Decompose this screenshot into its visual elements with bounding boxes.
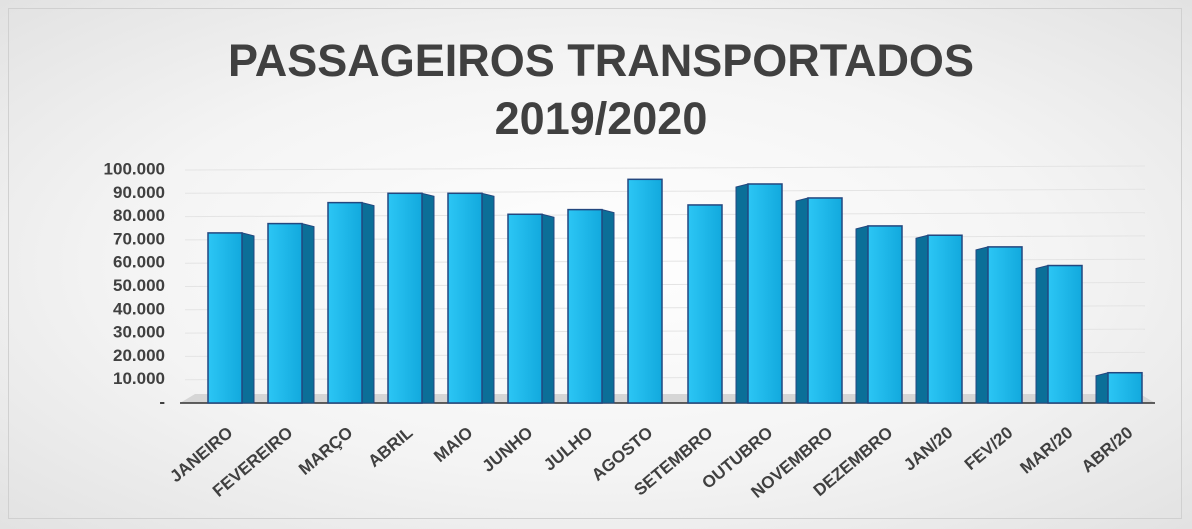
bar-side xyxy=(915,234,929,404)
bar xyxy=(927,234,963,404)
x-tick-label: JAN/20 xyxy=(900,423,956,475)
bar-side xyxy=(795,197,809,404)
bar xyxy=(387,192,423,404)
x-tick-label: ABR/20 xyxy=(1078,423,1137,476)
bar xyxy=(267,222,303,404)
x-tick-label: ABRIL xyxy=(364,423,416,471)
x-tick-label: MARÇO xyxy=(295,423,356,479)
y-tick-label: 40.000 xyxy=(113,299,165,318)
bar xyxy=(987,246,1023,404)
bar-side xyxy=(601,208,615,404)
y-tick-label: 30.000 xyxy=(113,323,165,342)
bar-side xyxy=(361,201,375,404)
x-tick-label: JUNHO xyxy=(479,423,537,476)
bar xyxy=(627,178,663,404)
bar-side xyxy=(481,192,495,404)
x-tick-label: MAR/20 xyxy=(1016,423,1076,478)
y-tick-label: 10.000 xyxy=(113,369,165,388)
bar xyxy=(207,232,243,404)
bar xyxy=(867,225,903,404)
bar xyxy=(747,183,783,404)
bar xyxy=(807,197,843,404)
y-tick-label: 70.000 xyxy=(113,229,165,248)
y-tick-label: 100.000 xyxy=(104,159,165,178)
y-tick-label: 60.000 xyxy=(113,253,165,272)
x-tick-label: JULHO xyxy=(540,423,596,475)
y-tick-label: 80.000 xyxy=(113,206,165,225)
y-tick-label: 50.000 xyxy=(113,276,165,295)
chart-frame xyxy=(8,8,1182,519)
grid-line xyxy=(184,165,1146,171)
bar xyxy=(327,201,363,404)
y-tick-label: - xyxy=(159,392,165,411)
chart-title: PASSAGEIROS TRANSPORTADOS 2019/2020 xyxy=(228,35,974,144)
x-tick-label: FEV/20 xyxy=(961,423,1017,474)
grid-line xyxy=(184,188,1146,194)
bar-side xyxy=(301,222,315,404)
y-tick-label: 20.000 xyxy=(113,346,165,365)
bar xyxy=(1047,264,1083,404)
bar xyxy=(567,208,603,404)
bar xyxy=(507,213,543,404)
bar-side xyxy=(1095,372,1109,404)
y-tick-label: 90.000 xyxy=(113,183,165,202)
bar-side xyxy=(421,192,435,404)
x-tick-label: MAIO xyxy=(430,423,476,466)
bar-side xyxy=(541,213,555,404)
bar-side xyxy=(855,225,869,404)
bar xyxy=(1107,371,1143,404)
bar xyxy=(447,192,483,404)
bar-side xyxy=(735,183,749,404)
bar-side xyxy=(1035,264,1049,404)
bar-side xyxy=(241,232,255,404)
bar xyxy=(687,204,723,404)
bar-side xyxy=(975,246,989,404)
